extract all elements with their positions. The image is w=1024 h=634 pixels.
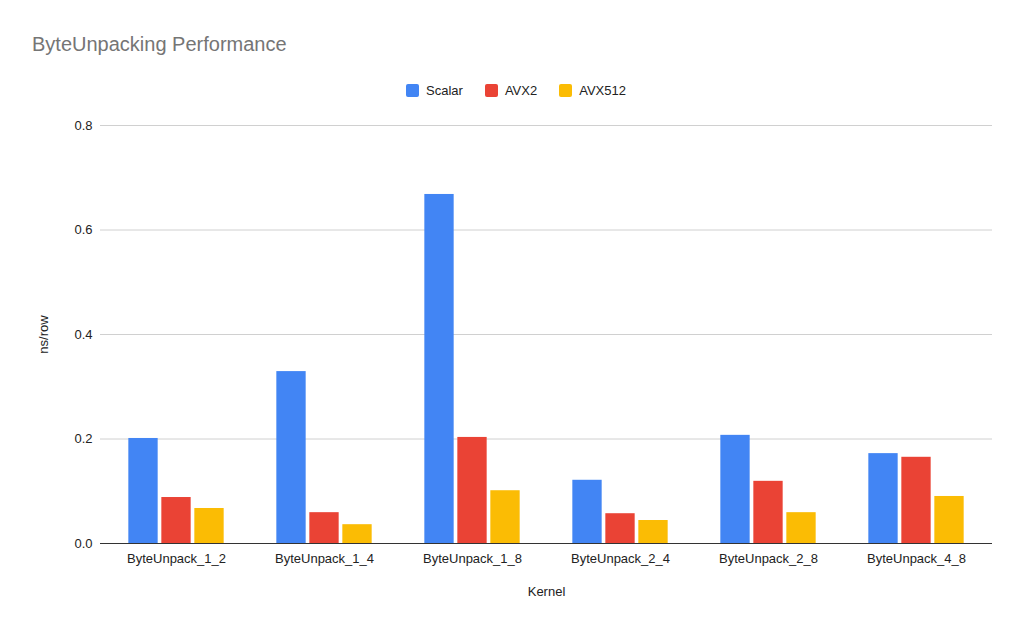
- svg-text:0.8: 0.8: [74, 118, 92, 133]
- svg-text:ByteUnpack_2_4: ByteUnpack_2_4: [571, 551, 670, 566]
- svg-text:ByteUnpack_1_2: ByteUnpack_1_2: [127, 551, 226, 566]
- svg-text:ByteUnpack_4_8: ByteUnpack_4_8: [867, 551, 966, 566]
- svg-text:ns/row: ns/row: [36, 315, 51, 354]
- svg-text:ByteUnpack_1_4: ByteUnpack_1_4: [275, 551, 374, 566]
- svg-text:0.2: 0.2: [74, 431, 92, 446]
- html-text:AVX2: AVX2: [504, 82, 538, 98]
- svg-text:0.6: 0.6: [74, 222, 92, 237]
- html-text:AVX512: AVX512: [579, 82, 626, 98]
- svg-text:ByteUnpack_1_8: ByteUnpack_1_8: [423, 551, 522, 566]
- svg-text:0.0: 0.0: [74, 536, 92, 551]
- svg-text:Kernel: Kernel: [528, 584, 566, 599]
- svg-text:0.4: 0.4: [74, 327, 92, 342]
- html-text:ByteUnpacking Performance: ByteUnpacking Performance: [32, 33, 287, 55]
- html-text:Scalar: Scalar: [426, 82, 463, 98]
- svg-text:ByteUnpack_2_8: ByteUnpack_2_8: [719, 551, 818, 566]
